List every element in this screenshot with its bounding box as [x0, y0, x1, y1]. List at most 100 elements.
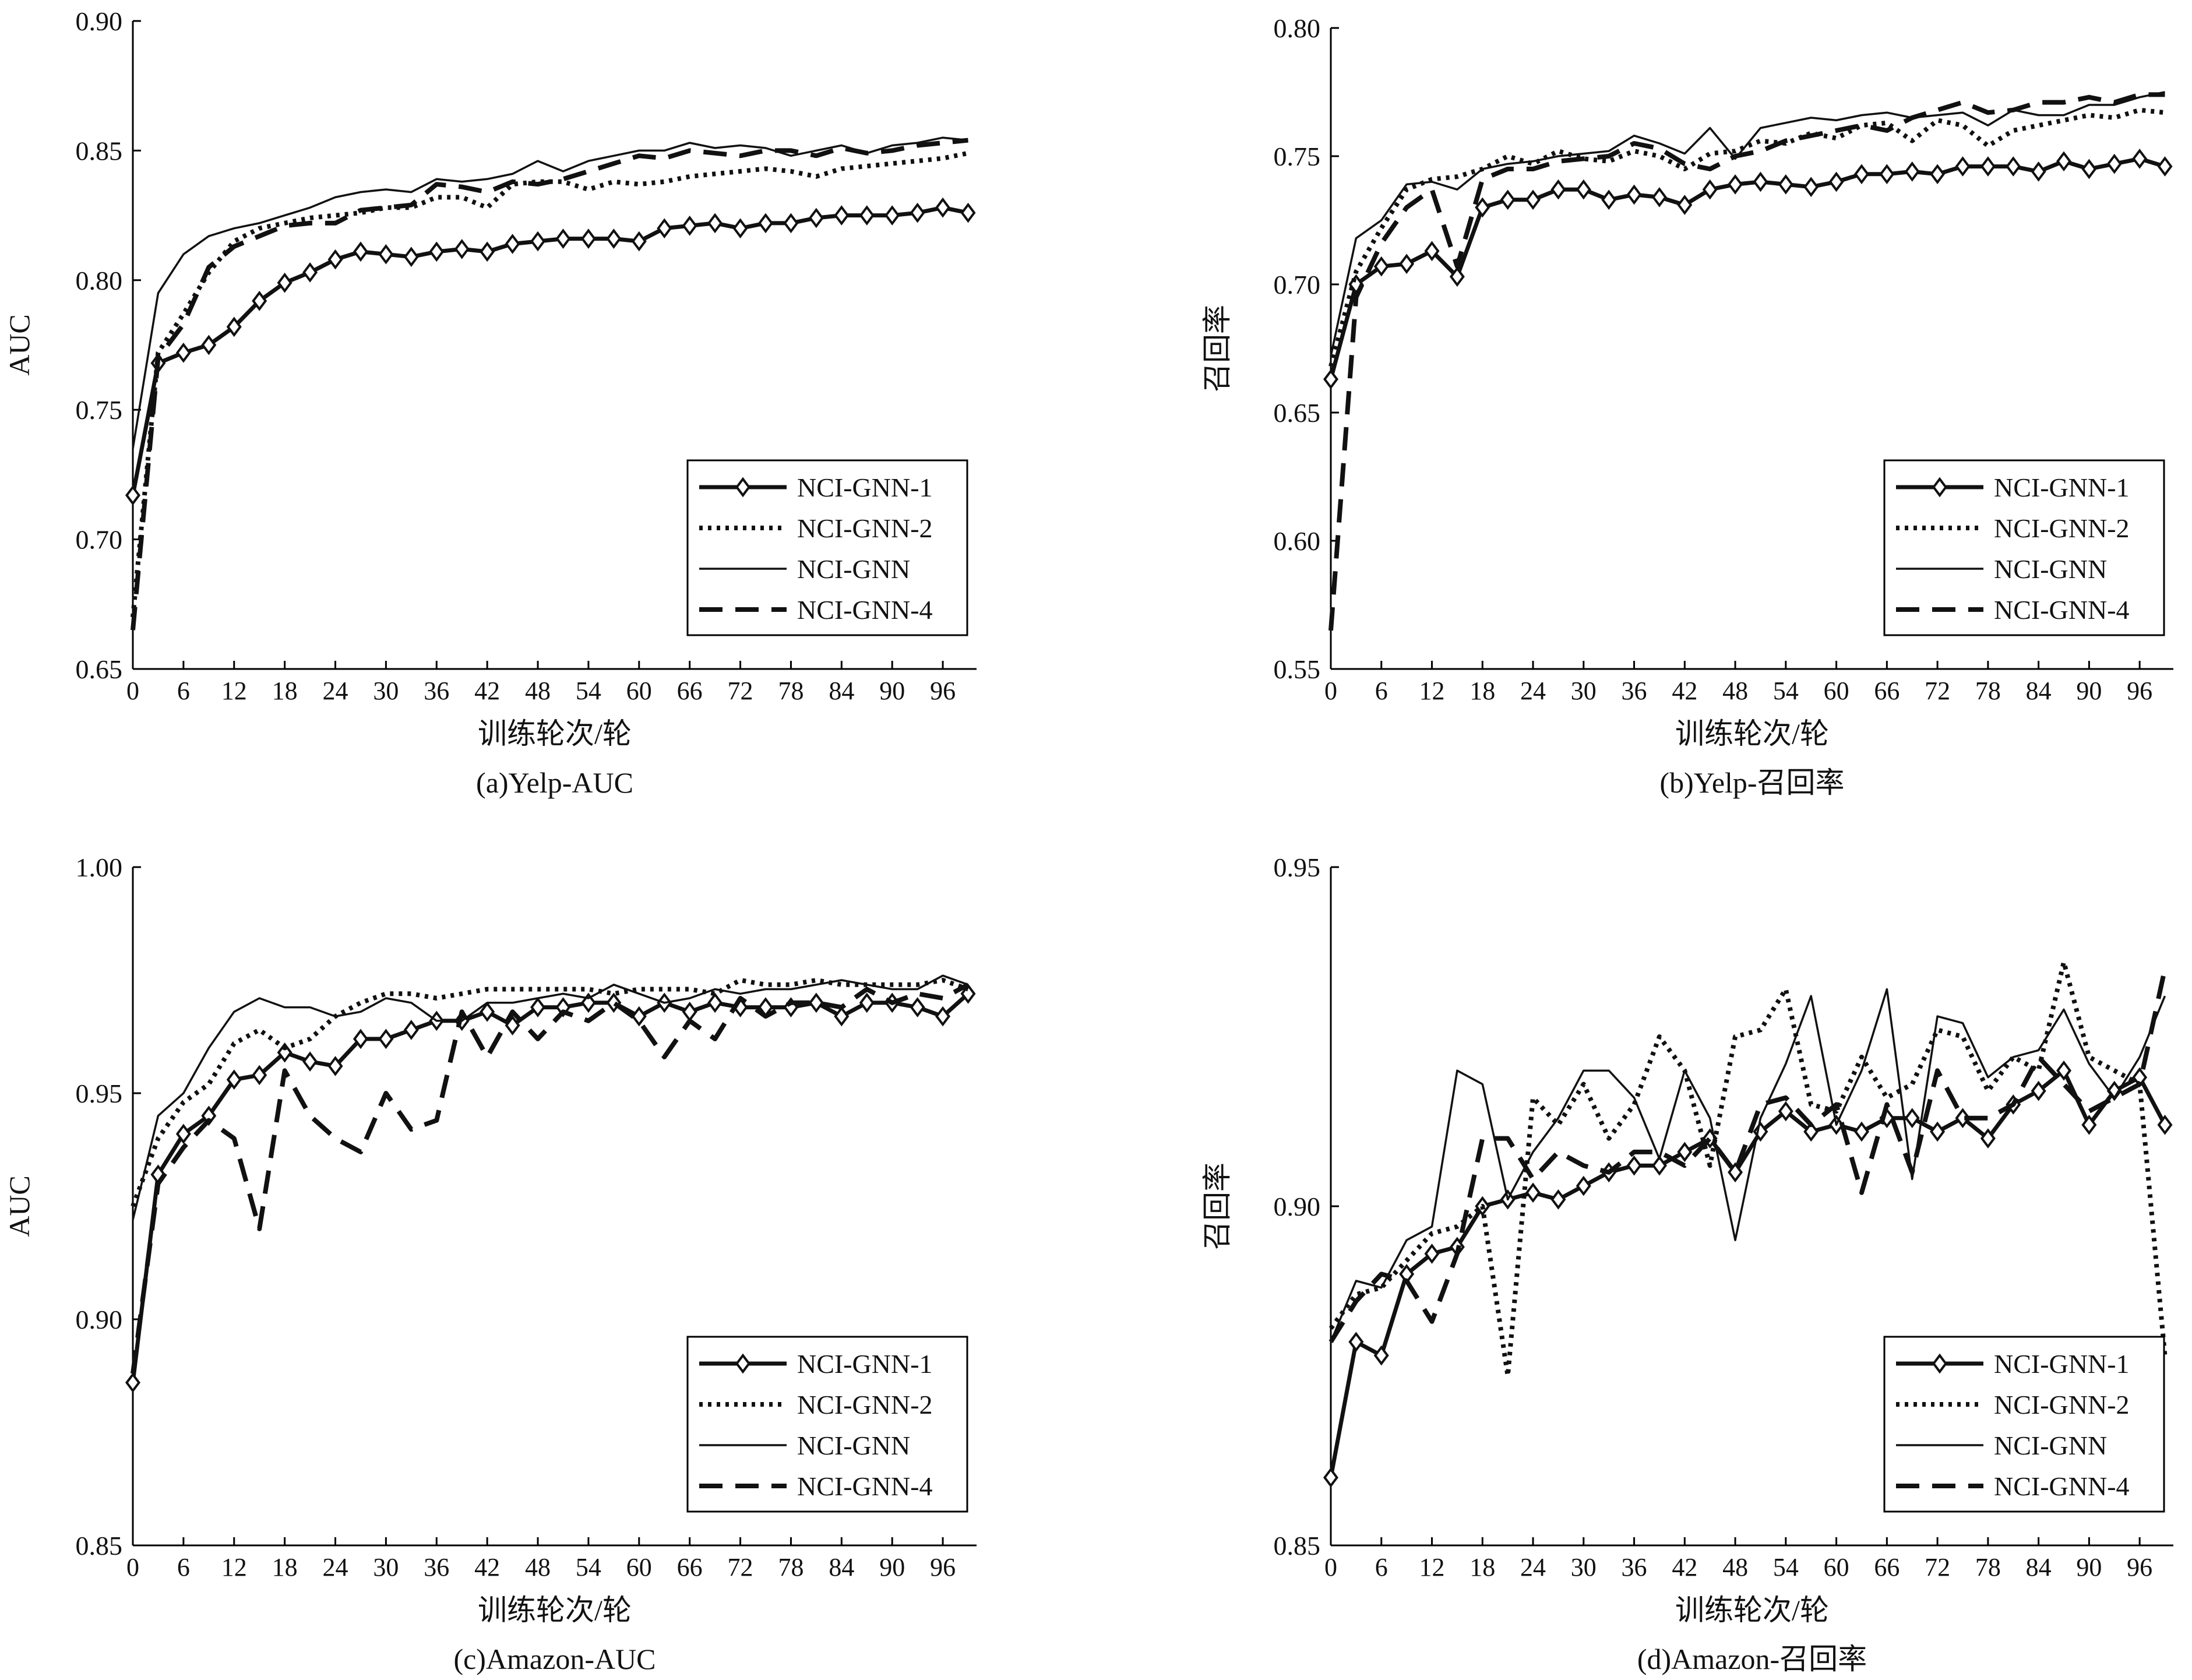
series-line-nci-gnn-1: [1328, 1068, 2167, 1478]
data-point-marker: [1626, 1155, 1642, 1176]
x-tick-label: 78: [778, 677, 804, 705]
series-line-nci-gnn-4: [131, 982, 970, 1374]
data-point-marker: [1550, 179, 1566, 200]
x-tick-label: 78: [778, 1553, 804, 1582]
data-point-marker: [910, 997, 925, 1017]
data-point-marker: [277, 272, 292, 293]
data-point-marker: [327, 249, 343, 270]
data-point-marker: [505, 234, 520, 254]
x-tick-label: 36: [1622, 677, 1647, 705]
y-tick-label: 1.00: [76, 853, 123, 882]
x-tick-label: 36: [424, 1553, 449, 1582]
chart-caption: (b)Yelp-召回率: [1659, 766, 1844, 799]
data-point-marker: [1778, 174, 1793, 195]
x-tick-label: 96: [2127, 1553, 2152, 1582]
series-line-nci-gnn-1: [131, 205, 969, 496]
data-point-marker: [125, 485, 140, 506]
data-point-marker: [1373, 256, 1389, 277]
legend-label: NCI-GNN-1: [797, 473, 933, 502]
data-point-marker: [1525, 1182, 1541, 1203]
data-point-marker: [1576, 1175, 1591, 1196]
data-point-marker: [1980, 156, 1996, 177]
y-tick-label: 0.95: [76, 1079, 123, 1108]
legend: NCI-GNN-1 NCI-GNN-2 NCI-GNN NCI-GNN-4: [1883, 459, 2165, 636]
series-line-nci-gnn: [132, 136, 968, 449]
data-point-marker: [1955, 156, 1971, 177]
x-tick-label: 72: [728, 1553, 753, 1582]
x-tick-label: 36: [424, 677, 449, 705]
data-point-marker: [884, 205, 900, 226]
data-point-marker: [808, 207, 824, 228]
x-tick-label: 78: [1975, 677, 2001, 705]
data-point-marker: [606, 228, 622, 249]
data-point-marker: [1424, 1244, 1440, 1264]
data-point-marker: [403, 1020, 419, 1040]
data-point-marker: [2157, 1114, 2173, 1135]
legend-label: NCI-GNN: [797, 554, 910, 584]
x-tick-label: 24: [323, 1553, 348, 1582]
data-point-marker: [1348, 1332, 1364, 1353]
data-point-marker: [859, 992, 875, 1013]
data-point-marker: [2106, 153, 2122, 174]
x-tick-label: 12: [221, 677, 247, 705]
data-point-marker: [910, 202, 925, 223]
data-point-marker: [1651, 187, 1667, 207]
data-point-marker: [707, 213, 723, 234]
data-point-marker: [327, 1056, 343, 1076]
data-point-marker: [2081, 1114, 2097, 1135]
legend-label: NCI-GNN-1: [797, 1349, 933, 1379]
data-point-marker: [175, 343, 191, 363]
y-tick-label: 0.85: [76, 136, 123, 165]
x-tick-label: 66: [677, 1553, 703, 1582]
chart-panel-4: 0.85 0.90 0.95 0 6 12 18 24 30 36 42 48 54 60 66 72 78 84…: [1201, 853, 2173, 1675]
x-tick-label: 90: [879, 677, 905, 705]
legend-label: NCI-GNN-4: [1994, 595, 2130, 625]
data-point-marker: [1601, 189, 1617, 210]
x-tick-label: 42: [1672, 677, 1697, 705]
data-point-marker: [758, 213, 773, 234]
x-tick-label: 42: [474, 1553, 500, 1582]
y-tick-label: 0.70: [76, 525, 123, 555]
legend-label: NCI-GNN-2: [797, 513, 933, 543]
x-tick-label: 72: [728, 677, 753, 705]
data-point-marker: [555, 228, 571, 249]
x-tick-label: 36: [1622, 1553, 1647, 1582]
data-point-marker: [1399, 253, 1415, 274]
legend-marker: [1932, 1353, 1947, 1374]
data-point-marker: [707, 992, 723, 1013]
x-tick-label: 6: [1375, 677, 1388, 705]
legend-label: NCI-GNN-2: [1994, 513, 2130, 543]
data-point-marker: [125, 1372, 140, 1393]
data-point-marker: [808, 992, 824, 1013]
y-tick-label: 0.75: [1274, 142, 1321, 171]
data-point-marker: [732, 218, 748, 239]
x-tick-label: 30: [1571, 1553, 1597, 1582]
y-tick-label: 0.90: [76, 6, 123, 36]
series-line-nci-gnn-4: [1328, 968, 2168, 1343]
x-tick-label: 0: [126, 1553, 139, 1582]
data-point-marker: [252, 1065, 267, 1086]
series-line-nci-gnn-4: [1328, 92, 2165, 631]
data-point-marker: [1550, 1189, 1566, 1210]
data-point-marker: [631, 231, 647, 252]
data-point-marker: [783, 213, 799, 234]
x-tick-label: 66: [1874, 677, 1900, 705]
y-tick-label: 0.55: [1274, 654, 1321, 684]
x-tick-label: 84: [2026, 1553, 2052, 1582]
data-point-marker: [1500, 189, 1516, 210]
legend-label: NCI-GNN-1: [1994, 473, 2130, 502]
x-tick-label: 48: [1722, 677, 1748, 705]
data-point-marker: [175, 1123, 191, 1144]
data-point-marker: [378, 244, 394, 265]
data-point-marker: [1853, 1121, 1869, 1142]
x-tick-label: 48: [525, 677, 551, 705]
series-line-nci-gnn-2: [1328, 960, 2168, 1378]
legend-box: [686, 1336, 968, 1513]
chart-panel-2: 0.55 0.60 0.65 0.70 0.75 0.80 0 6 12 18 24 30 36 42 48…: [1201, 13, 2173, 799]
data-point-marker: [1753, 171, 1768, 192]
x-tick-label: 60: [1824, 677, 1849, 705]
data-point-marker: [2006, 156, 2021, 177]
data-point-marker: [1803, 177, 1819, 198]
data-point-marker: [480, 241, 495, 262]
